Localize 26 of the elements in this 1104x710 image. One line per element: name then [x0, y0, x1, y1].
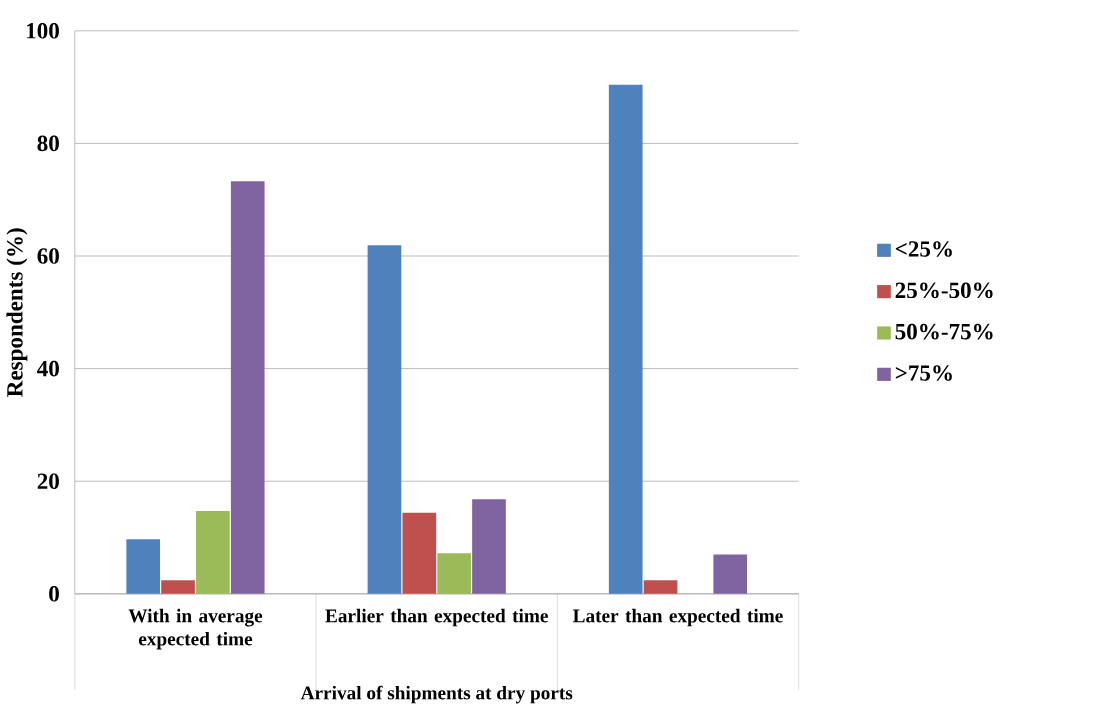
x-axis-title: Arrival of shipments at dry ports — [300, 685, 573, 704]
bar — [161, 580, 195, 594]
y-tick-label: 40 — [37, 360, 59, 377]
bar — [608, 84, 643, 594]
y-tick-label: 80 — [37, 135, 59, 152]
bar — [367, 245, 402, 594]
bar — [643, 580, 678, 594]
bar — [196, 511, 230, 594]
y-tick-label: 0 — [49, 586, 59, 602]
legend-label: 50%-75% — [895, 323, 993, 340]
y-axis-title: Respondents (%) — [6, 228, 28, 398]
bar — [437, 553, 471, 594]
x-tick-label: Earlier than expected time — [325, 608, 548, 627]
bar — [713, 554, 748, 594]
y-tick-label: 20 — [37, 473, 59, 490]
bar — [230, 181, 265, 594]
bar — [472, 499, 506, 594]
legend-label: 25%-50% — [895, 282, 993, 299]
legend-label: >75% — [895, 365, 952, 381]
bar — [402, 512, 437, 594]
bar — [126, 539, 161, 594]
y-tick-label: 100 — [27, 23, 59, 39]
x-tick-label: With in average expected time — [128, 608, 263, 650]
x-tick-label: Later than expected time — [573, 608, 783, 627]
legend-label: <25% — [895, 241, 952, 257]
y-tick-label: 60 — [37, 248, 59, 264]
